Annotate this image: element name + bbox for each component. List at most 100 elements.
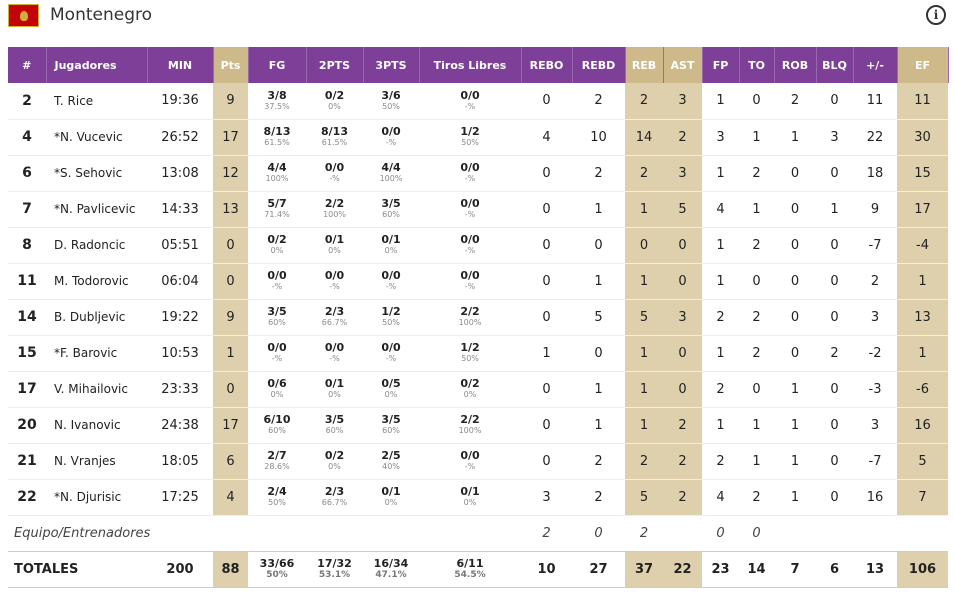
col-header-plus-minus[interactable]: +/- xyxy=(853,47,898,83)
fg-made: 5/7 xyxy=(267,197,287,210)
col-header-reb[interactable]: REB xyxy=(625,47,664,83)
player-number-cell: 17 xyxy=(8,371,46,408)
totals-fp-cell: 23 xyxy=(702,550,739,588)
3pts-cell: 2/5 40% xyxy=(363,443,419,480)
team-rebo-cell: 2 xyxy=(542,525,551,541)
player-name-cell[interactable]: N. Ivanovic xyxy=(46,407,147,444)
3pts-made: 0/1 xyxy=(381,233,401,246)
player-name-cell[interactable]: M. Todorovic xyxy=(46,263,147,300)
rebo-cell: 0 xyxy=(521,83,572,120)
col-header-fg[interactable]: FG xyxy=(248,47,307,83)
table-row[interactable]: 7 *N. Pavlicevic 14:33 13 5/7 71.4% 2/2 100% 3/5… xyxy=(8,191,948,228)
3pts-pct: -% xyxy=(385,138,397,147)
col-header-2pts[interactable]: 2PTS xyxy=(306,47,364,83)
2pts-made: 0/2 xyxy=(324,449,345,462)
player-min-cell: 14:33 xyxy=(147,191,213,228)
player-name-cell[interactable]: B. Dubljevic xyxy=(46,299,147,336)
rob-cell: 0 xyxy=(774,263,816,300)
player-name-cell[interactable]: V. Mihailovic xyxy=(46,371,147,408)
player-number-cell: 4 xyxy=(8,119,46,156)
col-header-3pts[interactable]: 3PTS xyxy=(363,47,420,83)
totals-fg-cell: 33/66 50% xyxy=(248,550,306,588)
col-header-fp[interactable]: FP xyxy=(702,47,740,83)
player-name-cell[interactable]: D. Radoncic xyxy=(46,227,147,264)
team-coaches-label: Equipo/Entrenadores xyxy=(14,525,151,541)
col-header-to[interactable]: TO xyxy=(739,47,775,83)
col-header-ef[interactable]: EF xyxy=(897,47,949,83)
ft-pct: 100% xyxy=(458,318,482,327)
totals-pts-cell: 88 xyxy=(213,550,248,588)
rebd-cell: 1 xyxy=(572,407,625,444)
table-row[interactable]: 17 V. Mihailovic 23:33 0 0/6 0% 0/1 0% 0/5 0% 0/2 0… xyxy=(8,371,948,408)
col-header-free-throws[interactable]: Tiros Libres xyxy=(419,47,522,83)
fg-cell: 8/13 61.5% xyxy=(248,119,306,156)
rebo-cell: 0 xyxy=(521,263,572,300)
2pts-made: 8/13 xyxy=(321,125,348,138)
table-row[interactable]: 11 M. Todorovic 06:04 0 0/0 -% 0/0 -% 0/0 -% 0/0 -%… xyxy=(8,263,948,300)
table-row[interactable]: 6 *S. Sehovic 13:08 12 4/4 100% 0/0 -% 4/4 100% 0/… xyxy=(8,155,948,192)
3pts-cell: 1/2 50% xyxy=(363,299,419,336)
rebo-cell: 0 xyxy=(521,371,572,408)
plus-minus-cell: 2 xyxy=(853,263,897,300)
2pts-pct: 0% xyxy=(328,246,341,255)
player-name-cell[interactable]: *S. Sehovic xyxy=(46,155,147,192)
2pts-pct: -% xyxy=(329,354,340,363)
table-row[interactable]: 20 N. Ivanovic 24:38 17 6/10 60% 3/5 60% 3/5 60% 2… xyxy=(8,407,948,444)
3pts-cell: 0/0 -% xyxy=(363,263,419,300)
2pts-cell: 2/2 100% xyxy=(306,191,363,228)
reb-cell: 1 xyxy=(625,191,663,228)
fg-cell: 3/5 60% xyxy=(248,299,306,336)
3pts-made: 0/5 xyxy=(381,377,401,390)
table-row[interactable]: 14 B. Dubljevic 19:22 9 3/5 60% 2/3 66.7% 1/2 50%… xyxy=(8,299,948,336)
col-header-ast[interactable]: AST xyxy=(663,47,703,83)
fp-cell: 1 xyxy=(702,407,739,444)
ft-made: 0/0 xyxy=(460,161,480,174)
reb-cell: 1 xyxy=(625,407,663,444)
player-name-cell[interactable]: N. Vranjes xyxy=(46,443,147,480)
rob-cell: 0 xyxy=(774,191,816,228)
col-header-rebo[interactable]: REBO xyxy=(521,47,573,83)
ft-cell: 0/0 -% xyxy=(419,83,521,120)
col-header-blq[interactable]: BLQ xyxy=(816,47,854,83)
plus-minus-cell: 18 xyxy=(853,155,897,192)
player-pts-cell: 9 xyxy=(213,299,248,336)
ast-cell: 0 xyxy=(663,371,702,408)
table-row[interactable]: 2 T. Rice 19:36 9 3/8 37.5% 0/2 0% 3/6 50% 0/0 -% 0 2… xyxy=(8,83,948,120)
plus-minus-cell: 11 xyxy=(853,83,897,120)
player-min-cell: 05:51 xyxy=(147,227,213,264)
player-min-cell: 17:25 xyxy=(147,479,213,516)
info-icon[interactable]: i xyxy=(926,5,946,25)
2pts-pct: 61.5% xyxy=(321,138,348,147)
col-header-min[interactable]: MIN xyxy=(147,47,214,83)
col-header-number[interactable]: # xyxy=(8,47,47,83)
ft-cell: 0/2 0% xyxy=(419,371,521,408)
ast-cell: 2 xyxy=(663,407,702,444)
col-header-rebd[interactable]: REBD xyxy=(572,47,626,83)
ft-made: 0/0 xyxy=(460,233,480,246)
ast-cell: 3 xyxy=(663,83,702,120)
col-header-players[interactable]: Jugadores xyxy=(46,47,148,83)
table-row[interactable]: 4 *N. Vucevic 26:52 17 8/13 61.5% 8/13 61.5% 0/0… xyxy=(8,119,948,156)
3pts-cell: 0/0 -% xyxy=(363,335,419,372)
fg-made: 8/13 xyxy=(263,125,291,138)
table-row[interactable]: 22 *N. Djurisic 17:25 4 2/4 50% 2/3 66.7% 0/1 0% 0… xyxy=(8,479,948,516)
col-header-rob[interactable]: ROB xyxy=(774,47,817,83)
player-name-cell[interactable]: *N. Vucevic xyxy=(46,119,147,156)
2pts-cell: 0/0 -% xyxy=(306,155,363,192)
2pts-pct: 0% xyxy=(328,462,341,471)
fg-cell: 2/7 28.6% xyxy=(248,443,306,480)
2pts-cell: 0/1 0% xyxy=(306,371,363,408)
col-header-pts[interactable]: Pts xyxy=(213,47,249,83)
player-name-cell[interactable]: *N. Pavlicevic xyxy=(46,191,147,228)
ft-pct: -% xyxy=(464,210,476,219)
table-row[interactable]: 21 N. Vranjes 18:05 6 2/7 28.6% 0/2 0% 2/5 40% 0/0… xyxy=(8,443,948,480)
player-name-cell[interactable]: T. Rice xyxy=(46,83,147,120)
ef-cell: 15 xyxy=(897,155,948,192)
player-name-cell[interactable]: *N. Djurisic xyxy=(46,479,147,516)
ef-cell: 1 xyxy=(897,263,948,300)
player-name-cell[interactable]: *F. Barovic xyxy=(46,335,147,372)
table-row[interactable]: 15 *F. Barovic 10:53 1 0/0 -% 0/0 -% 0/0 -% 1/2 50%… xyxy=(8,335,948,372)
reb-cell: 2 xyxy=(625,83,663,120)
table-row[interactable]: 8 D. Radoncic 05:51 0 0/2 0% 0/1 0% 0/1 0% 0/0 -% 0 0… xyxy=(8,227,948,264)
player-number-cell: 8 xyxy=(8,227,46,264)
